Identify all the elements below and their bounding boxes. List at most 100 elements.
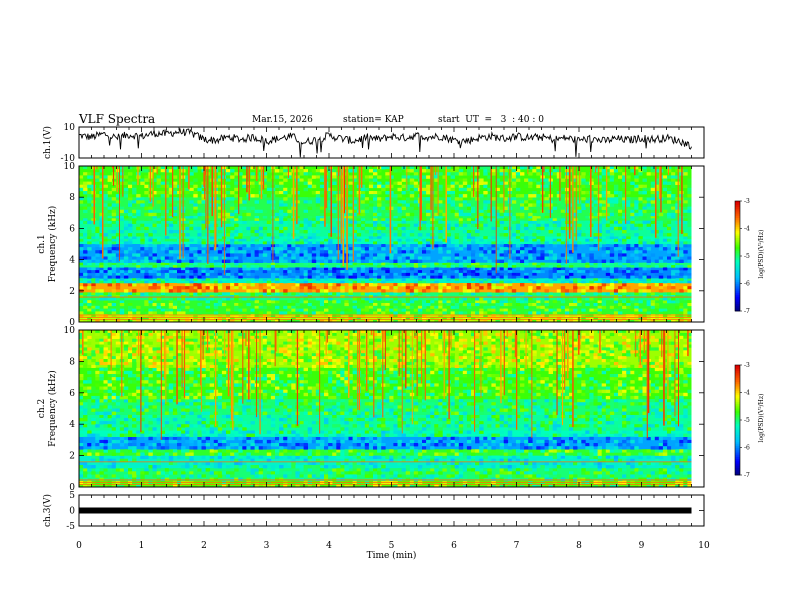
ch1-spec-cell — [503, 184, 509, 189]
ch1-spec-cell — [413, 295, 419, 298]
ch1-spec-cell — [373, 280, 378, 284]
ch1-spec-cell — [172, 300, 178, 304]
ch1-spec-cell — [634, 303, 639, 307]
ch1-spec-cell — [299, 253, 304, 257]
ch1-spec-cell — [201, 206, 206, 210]
ch1-spec-cell — [136, 305, 141, 309]
ch1-spec-cell — [238, 206, 243, 210]
ch1-spec-cell — [495, 244, 500, 248]
ch1-spec-cell — [144, 169, 149, 173]
ch1-spec-cell — [471, 289, 476, 293]
ch1-spec-cell — [601, 300, 607, 304]
ch1-spec-cell — [626, 191, 631, 195]
ch1-spec-cell — [230, 319, 235, 323]
ch1-spec-cell — [242, 197, 247, 201]
ch1-spec-cell — [413, 175, 419, 179]
ch1-spec-cell — [446, 286, 451, 290]
ch1-spec-cell — [283, 187, 288, 192]
ch1-spec-cell — [638, 238, 643, 242]
ch1-spec-cell — [201, 220, 206, 224]
ch1-spec-cell — [528, 212, 533, 217]
ch1-spec-cell — [234, 292, 239, 296]
ch1-spec-cell — [201, 233, 206, 237]
ch1-spec-cell — [483, 250, 488, 254]
ch1-spec-cell — [479, 218, 484, 221]
ch1-spec-cell — [275, 206, 280, 210]
ch1-spec-cell — [646, 259, 651, 263]
ch1-spec-cell — [295, 200, 300, 204]
ch1-spec-cell — [123, 256, 129, 260]
ch1-spec-cell — [630, 226, 635, 231]
ch1-spec-cell — [254, 262, 259, 266]
ch1-spec-cell — [177, 223, 182, 228]
ch1-spec-cell — [168, 308, 174, 312]
ch1-spec-cell — [95, 166, 100, 170]
ch1-spec-cell — [552, 169, 558, 173]
ch1-spec-ytick-label: 6 — [69, 224, 75, 234]
ch1-spec-cell — [189, 226, 194, 231]
ch1-spec-cell — [626, 270, 631, 274]
ch1-spec-cell — [377, 181, 382, 185]
ch1-spec-cell — [328, 286, 333, 290]
ch1-spec-cell — [177, 267, 182, 271]
ch1-spec-cell — [177, 289, 182, 293]
ch1-spec-cell — [242, 283, 247, 287]
ch1-spec-cell — [189, 259, 194, 263]
ch1-spec-cell — [581, 172, 586, 176]
ch1-spec-cell — [205, 305, 210, 309]
ch1-spec-cell — [495, 289, 500, 293]
ch1-spec-cell — [560, 178, 566, 182]
ch1-spec-cell — [119, 270, 125, 274]
ch1-spec-cell — [622, 256, 627, 260]
ch1-spec-cell — [307, 303, 313, 307]
ch1-spec-cell — [193, 297, 198, 301]
ch1-spec-cell — [189, 289, 194, 293]
ch1-spec-cell — [234, 178, 239, 182]
ch1-spec-cell — [360, 187, 366, 192]
ch1-spec-cell — [450, 206, 455, 210]
ch1-spec-cell — [254, 181, 259, 185]
ch1-spec-cell — [487, 250, 492, 254]
ch1-wave-ytick-label: 10 — [64, 123, 76, 133]
ch1-spec-cell — [144, 226, 149, 231]
ch1-spec-cell — [393, 197, 398, 201]
ch1-spec-cell — [646, 256, 651, 260]
ch1-spec-cell — [381, 166, 386, 170]
ch1-spec-cell — [254, 311, 259, 315]
ch1-spec-cell — [630, 272, 635, 276]
ch1-spec-cell — [466, 172, 472, 176]
ch1-spec-cell — [119, 178, 125, 182]
ch1-spec-cell — [140, 169, 145, 173]
ch1-spec-cell — [683, 184, 688, 189]
ch1-spec-cell — [458, 300, 464, 304]
ch1-spec-cell — [356, 253, 362, 257]
ch1-spec-cell — [242, 230, 247, 234]
ch1-spec-cell — [601, 314, 607, 318]
ch1-spec-cell — [520, 172, 525, 176]
ch1-spec-cell — [401, 233, 406, 237]
ch1-spec-cell — [103, 303, 108, 307]
ch1-spec-cell — [675, 262, 680, 266]
ch1-spec-cell — [164, 265, 170, 268]
ch1-spec-cell — [99, 292, 104, 296]
ch1-spec-cell — [160, 256, 166, 260]
ch1-spec-cell — [315, 278, 321, 281]
ch1-spec-cell — [442, 238, 447, 242]
ch1-spec-cell — [140, 238, 145, 242]
ch1-spec-cell — [226, 212, 231, 217]
ch1-spec-cell — [315, 200, 321, 204]
ch1-spec-cell — [79, 197, 84, 201]
ch1-spec-cell — [79, 178, 84, 182]
ch1-spec-cell — [160, 280, 166, 284]
ch1-spec-cell — [581, 244, 586, 248]
ch1-spec-cell — [642, 209, 647, 214]
ch1-spec-cell — [597, 297, 602, 301]
ch1-spec-cell — [495, 187, 500, 192]
ch1-spec-cell — [532, 270, 537, 274]
ch1-spec-cell — [242, 236, 247, 240]
ch1-spec-cell — [79, 278, 84, 281]
ch1-spec-cell — [581, 184, 586, 189]
ch1-spec-cell — [687, 278, 692, 281]
ch1-spec-cell — [483, 278, 488, 281]
ch1-spec-cell — [360, 220, 366, 224]
